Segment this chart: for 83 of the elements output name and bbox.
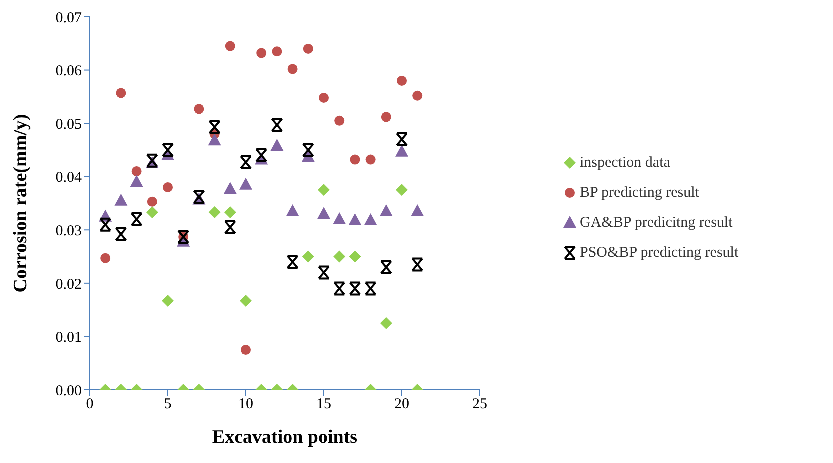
- point: [318, 266, 330, 280]
- x-tick-label: 5: [164, 396, 172, 413]
- point: [146, 154, 158, 168]
- point: [270, 138, 284, 151]
- point: [193, 190, 206, 204]
- x-tick-label: 15: [316, 396, 332, 413]
- point: [130, 212, 143, 226]
- x-tick-label: 0: [86, 396, 94, 413]
- point: [334, 116, 345, 126]
- y-tick-label: 0.03: [56, 223, 82, 240]
- y-tick-label: 0.01: [56, 330, 82, 346]
- point: [380, 204, 393, 216]
- point: [100, 253, 111, 264]
- point: [334, 282, 346, 296]
- point: [319, 92, 329, 103]
- point: [116, 88, 126, 98]
- point: [208, 120, 221, 134]
- x-tick-label: 25: [472, 396, 488, 413]
- point: [380, 317, 392, 330]
- point: [288, 64, 298, 74]
- legend-label: PSO&BP predicting result: [580, 244, 739, 263]
- point: [100, 218, 112, 232]
- point: [349, 282, 362, 296]
- point: [302, 143, 314, 158]
- y-tick-label: 0.05: [56, 116, 82, 133]
- point: [380, 260, 392, 274]
- point: [241, 345, 251, 356]
- point: [115, 227, 128, 242]
- point: [146, 206, 158, 219]
- y-axis-title: Corrosion rate(mm/y): [10, 114, 32, 293]
- legend-label: inspection data: [580, 154, 670, 173]
- point: [224, 182, 237, 194]
- point: [366, 154, 376, 165]
- y-tick-label: 0.04: [56, 170, 82, 186]
- x-tick-label: 20: [394, 396, 410, 413]
- point: [396, 184, 408, 196]
- point: [318, 207, 330, 220]
- point: [397, 76, 407, 86]
- y-tick-label: 0.00: [56, 383, 82, 400]
- point: [130, 175, 144, 188]
- point: [272, 46, 282, 57]
- point: [240, 178, 252, 190]
- point: [412, 258, 424, 272]
- point: [333, 212, 346, 224]
- point: [256, 148, 268, 163]
- point: [286, 204, 300, 216]
- point: [364, 282, 377, 296]
- legend-label: BP predicting result: [580, 184, 700, 203]
- point: [208, 134, 222, 146]
- point: [224, 206, 236, 219]
- point: [412, 90, 423, 101]
- point: [132, 166, 142, 177]
- point: [396, 132, 408, 147]
- y-tick-label: 0.02: [56, 276, 82, 293]
- point: [348, 214, 362, 226]
- point: [350, 154, 360, 165]
- legend-label: GA&BP predicitng result: [580, 214, 733, 233]
- point: [256, 48, 267, 58]
- point: [364, 214, 378, 226]
- point: [147, 196, 158, 207]
- point: [302, 250, 314, 263]
- point: [162, 295, 174, 308]
- x-axis-title: Excavation points: [212, 427, 358, 448]
- point: [224, 220, 236, 234]
- point: [163, 182, 173, 193]
- point: [286, 255, 299, 270]
- point: [318, 184, 330, 196]
- point: [303, 44, 314, 54]
- point: [208, 206, 221, 219]
- x-tick-label: 10: [238, 396, 254, 413]
- point: [381, 112, 392, 122]
- point: [225, 41, 236, 52]
- point: [114, 194, 128, 206]
- point: [240, 155, 252, 170]
- point: [240, 295, 252, 308]
- y-tick-label: 0.07: [56, 10, 82, 26]
- point: [349, 250, 362, 263]
- point: [411, 204, 424, 216]
- point: [271, 118, 284, 132]
- point: [334, 250, 346, 263]
- y-tick-label: 0.06: [56, 64, 82, 80]
- point: [162, 143, 174, 158]
- point: [194, 104, 204, 114]
